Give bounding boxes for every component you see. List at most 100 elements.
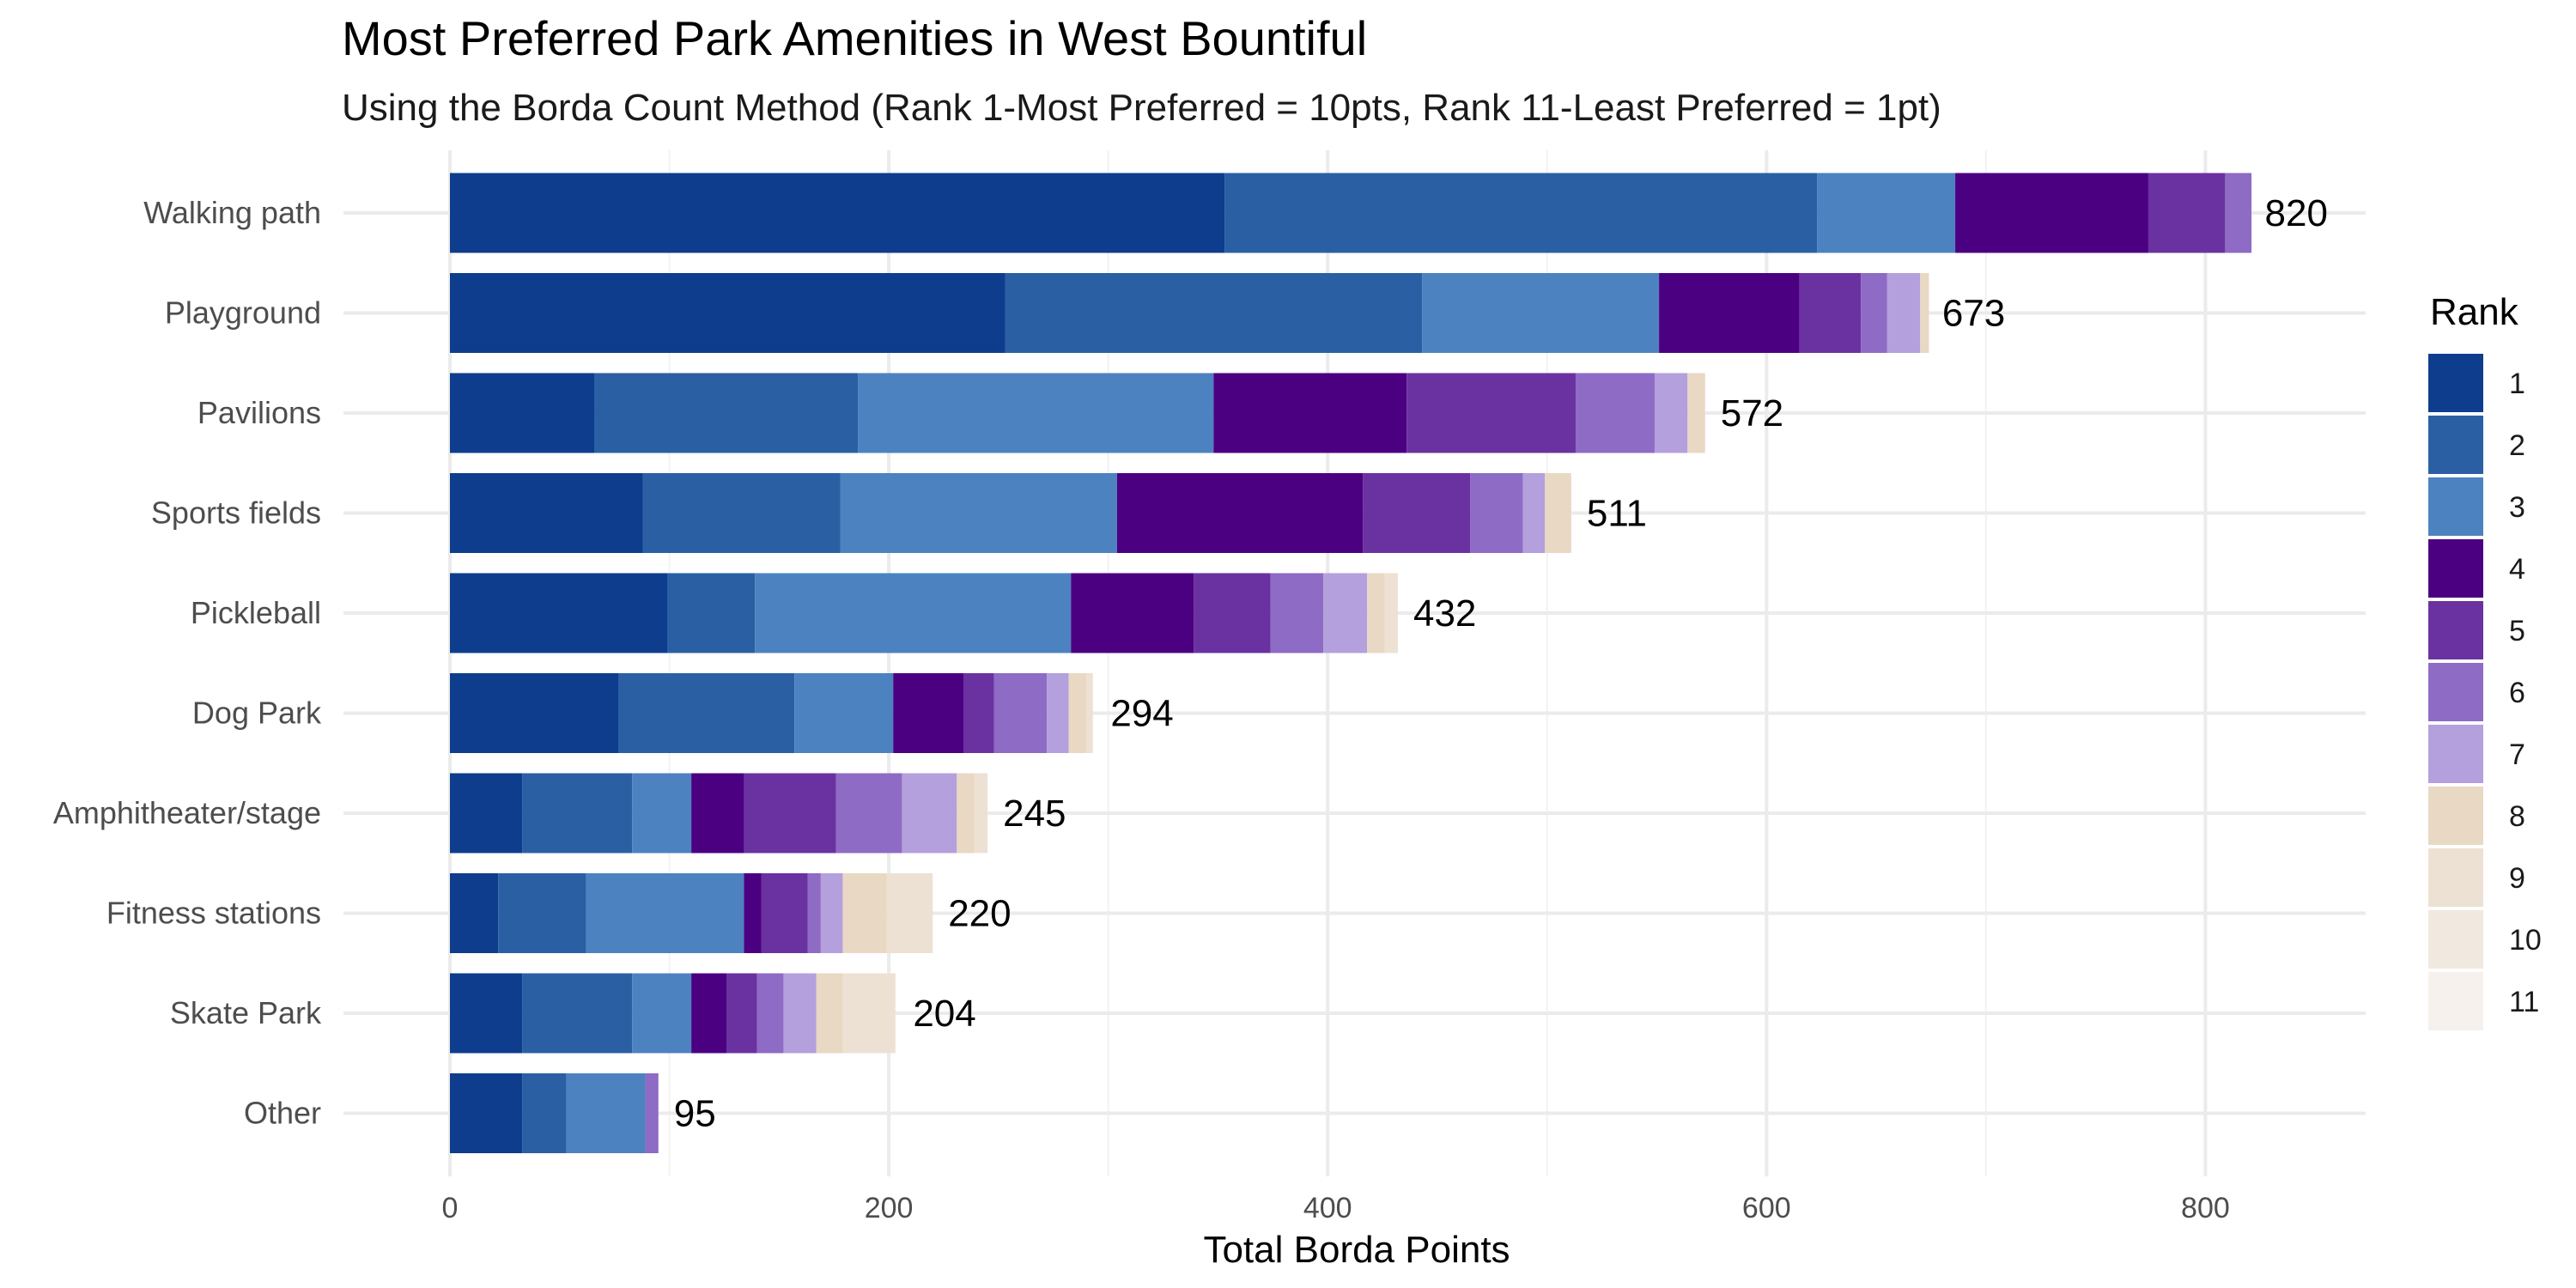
bar-segment-rank-8 [1545,473,1571,553]
bar-segment-rank-3 [632,773,692,854]
bar-segment-rank-6 [1270,573,1324,653]
bar-segment-rank-3 [632,973,692,1054]
legend-label: 8 [2509,800,2525,833]
bar-total-label: 95 [674,1093,716,1135]
legend-key-rank-8 [2428,787,2483,845]
bar-segment-rank-6 [756,973,784,1054]
bar-segment-rank-1 [450,373,595,453]
bar-segment-rank-9 [1086,673,1093,753]
bar-total-label: 220 [948,893,1011,935]
bar-segment-rank-6 [645,1073,659,1153]
bar-segment-rank-4 [1955,173,2148,253]
x-tick-label: 400 [1303,1192,1352,1224]
bar-segment-rank-1 [450,873,499,953]
bar-segment-rank-7 [1654,373,1688,453]
y-category-label: Fitness stations [106,896,321,931]
x-tick-label: 0 [442,1192,459,1224]
bar-segment-rank-2 [594,373,859,453]
bar-segment-rank-9 [1384,573,1398,653]
bar-segment-rank-5 [1799,273,1862,353]
bar-segment-rank-4 [1071,573,1194,653]
bar-segment-rank-1 [450,473,643,553]
plot-panel: 0 200 400 600 800 Walking path Playground Pavil… [53,150,2366,1224]
bar-segment-rank-6 [1470,473,1523,553]
bar-total-label: 294 [1110,693,1173,735]
legend-label: 5 [2509,615,2525,647]
bar-segment-rank-9 [886,873,933,953]
bar-segment-rank-1 [450,1073,523,1153]
bar-segment-rank-3 [586,873,744,953]
bar-segment-rank-7 [1047,673,1069,753]
bar-total-label: 245 [1003,793,1066,835]
bar-segment-rank-1 [450,973,523,1054]
bar-segment-rank-6 [835,773,902,854]
y-category-label: Walking path [143,195,321,230]
bar-total-label: 673 [1942,293,2005,335]
x-tick-label: 200 [865,1192,914,1224]
bar-segment-rank-5 [963,673,994,753]
bar-segment-rank-3 [840,473,1117,553]
bar-segment-rank-7 [902,773,957,854]
legend-key-rank-1 [2428,354,2483,412]
y-category-label: Pavilions [197,395,321,430]
y-category-label: Other [244,1096,321,1131]
bar-segment-rank-2 [618,673,795,753]
bar-segment-rank-4 [1116,473,1364,553]
bar-segment-rank-4 [691,973,726,1054]
legend-label: 4 [2509,553,2525,586]
legend-label: 3 [2509,491,2525,524]
bar-segment-rank-1 [450,573,667,653]
bar-segment-rank-2 [1224,173,1818,253]
bar-segment-rank-8 [1367,573,1385,653]
bar-total-label: 820 [2265,192,2328,234]
bar-segment-rank-3 [1817,173,1956,253]
legend-key-rank-7 [2428,725,2483,783]
x-axis-label: Total Borda Points [1203,1229,1510,1271]
legend-key-rank-4 [2428,539,2483,598]
legend-label: 1 [2509,368,2525,400]
bar-segment-rank-4 [1213,373,1407,453]
bar-segment-rank-1 [450,173,1225,253]
chart-subtitle: Using the Borda Count Method (Rank 1-Mos… [342,87,1941,129]
bar-segment-rank-5 [761,873,808,953]
bar-segment-rank-4 [691,773,744,854]
bar-segment-rank-1 [450,773,523,854]
legend-key-rank-3 [2428,477,2483,536]
bar-segment-rank-3 [794,673,894,753]
legend-key-rank-10 [2428,910,2483,969]
bar-segment-rank-5 [744,773,836,854]
legend-label: 11 [2509,986,2539,1018]
y-category-label: Dog Park [192,696,322,731]
bar-segment-rank-8 [1068,673,1087,753]
chart-title: Most Preferred Park Amenities in West Bo… [342,11,1367,65]
legend-label: 9 [2509,862,2525,895]
bar-segment-rank-7 [1522,473,1546,553]
bar-segment-rank-5 [1406,373,1576,453]
bar-segment-rank-2 [522,1073,567,1153]
bar-segment-rank-9 [842,973,896,1054]
bar-segment-rank-6 [807,873,821,953]
legend: Rank 1 2 3 4 5 6 7 8 9 10 11 [2428,291,2542,1030]
bar-segment-rank-7 [820,873,843,953]
bar-segment-rank-3 [1422,273,1660,353]
legend-key-rank-11 [2428,972,2483,1030]
bar-segment-rank-9 [974,773,988,854]
bar-segment-rank-6 [1575,373,1655,453]
bar-segment-rank-2 [666,573,756,653]
bar-segment-rank-2 [498,873,586,953]
bar-segment-rank-8 [816,973,843,1054]
bar-segment-rank-1 [450,273,1005,353]
bar-total-label: 572 [1721,392,1783,434]
bar-segment-rank-6 [2225,173,2252,253]
y-category-label: Skate Park [170,995,322,1030]
bar-segment-rank-3 [858,373,1214,453]
legend-label: 6 [2509,677,2525,709]
bar-segment-rank-4 [893,673,963,753]
y-category-label: Playground [165,295,321,331]
bar-segment-rank-8 [842,873,887,953]
bar-segment-rank-8 [1920,273,1929,353]
bar-segment-rank-6 [993,673,1048,753]
bar-segment-rank-3 [755,573,1072,653]
y-category-label: Amphitheater/stage [53,795,321,830]
